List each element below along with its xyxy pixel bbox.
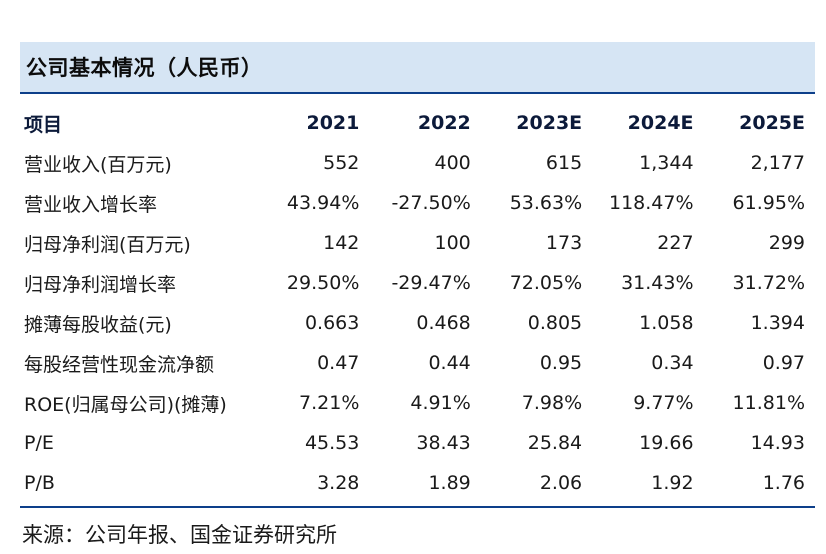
header-item: 项目 <box>24 113 63 136</box>
table-cell: 1.92 <box>651 472 694 494</box>
table-cell: 227 <box>657 232 694 254</box>
table-row: P/E 45.53 38.43 25.84 19.66 14.93 <box>20 423 815 463</box>
table-cell: 1.058 <box>639 312 694 334</box>
table-cell: 142 <box>323 232 360 254</box>
row-label: 归母净利润增长率 <box>24 273 177 296</box>
table-cell: 31.72% <box>732 272 805 294</box>
top-rule <box>20 92 815 94</box>
table-cell: -29.47% <box>391 272 471 294</box>
table-row: P/B 3.28 1.89 2.06 1.92 1.76 <box>20 463 815 503</box>
table-cell: 7.98% <box>521 392 583 414</box>
table-cell: 72.05% <box>509 272 583 294</box>
table-cell: 118.47% <box>609 192 694 214</box>
row-label: 每股经营性现金流净额 <box>24 353 215 376</box>
table-cell: 43.94% <box>286 192 360 214</box>
table-cell: 1.89 <box>428 472 471 494</box>
table-row: 归母净利润增长率 29.50% -29.47% 72.05% 31.43% 31… <box>20 263 815 303</box>
table-cell: 38.43 <box>416 432 471 454</box>
table-cell: 0.663 <box>304 312 360 334</box>
table-cell: 14.93 <box>750 432 805 454</box>
title-bar: 公司基本情况（人民币） <box>20 42 815 92</box>
table-cell: 0.97 <box>762 352 805 374</box>
table-cell: 45.53 <box>304 432 360 454</box>
table-cell: 19.66 <box>639 432 694 454</box>
table-cell: 31.43% <box>621 272 694 294</box>
table-cell: 1,344 <box>639 152 694 174</box>
table-cell: 11.81% <box>732 392 805 414</box>
table-cell: -27.50% <box>391 192 471 214</box>
financial-table: 项目 2021 2022 2023E 2024E 2025E 营业收入(百万元)… <box>20 103 815 503</box>
header-year-2021: 2021 <box>306 112 360 134</box>
header-year-2024e: 2024E <box>627 112 694 134</box>
table-cell: 1.394 <box>750 312 805 334</box>
table-cell: 173 <box>545 232 583 254</box>
table-cell: 615 <box>545 152 583 174</box>
table-row: 每股经营性现金流净额 0.47 0.44 0.95 0.34 0.97 <box>20 343 815 383</box>
table-cell: 2,177 <box>750 152 805 174</box>
table-cell: 2.06 <box>539 472 583 494</box>
table-cell: 29.50% <box>286 272 360 294</box>
row-label: ROE(归属母公司)(摊薄) <box>24 393 227 416</box>
table-cell: 25.84 <box>527 432 583 454</box>
table-row: 归母净利润(百万元) 142 100 173 227 299 <box>20 223 815 263</box>
row-label: P/E <box>24 432 54 454</box>
table-row: 摊薄每股收益(元) 0.663 0.468 0.805 1.058 1.394 <box>20 303 815 343</box>
table-row: 营业收入(百万元) 552 400 615 1,344 2,177 <box>20 143 815 183</box>
table-cell: 299 <box>768 232 805 254</box>
table-cell: 9.77% <box>633 392 694 414</box>
table-cell: 1.76 <box>762 472 805 494</box>
row-label: 归母净利润(百万元) <box>24 233 191 256</box>
table-cell: 400 <box>434 152 471 174</box>
row-label: 摊薄每股收益(元) <box>24 313 172 336</box>
table-cell: 0.34 <box>651 352 694 374</box>
table-cell: 0.468 <box>416 312 471 334</box>
header-year-2022: 2022 <box>417 112 471 134</box>
table-row: ROE(归属母公司)(摊薄) 7.21% 4.91% 7.98% 9.77% 1… <box>20 383 815 423</box>
table-cell: 0.44 <box>428 352 471 374</box>
source-note: 来源：公司年报、国金证券研究所 <box>22 523 337 547</box>
header-row: 项目 2021 2022 2023E 2024E 2025E <box>20 103 815 143</box>
row-label: 营业收入增长率 <box>24 193 158 216</box>
table-cell: 100 <box>434 232 471 254</box>
table-cell: 3.28 <box>317 472 360 494</box>
table-cell: 4.91% <box>410 392 471 414</box>
table-row: 营业收入增长率 43.94% -27.50% 53.63% 118.47% 61… <box>20 183 815 223</box>
row-label: 营业收入(百万元) <box>24 153 172 176</box>
table-cell: 0.95 <box>539 352 583 374</box>
table-cell: 61.95% <box>732 192 805 214</box>
table-title: 公司基本情况（人民币） <box>26 56 263 80</box>
table-cell: 7.21% <box>299 392 360 414</box>
bottom-rule <box>20 506 815 508</box>
row-label: P/B <box>24 472 55 494</box>
table-cell: 53.63% <box>509 192 583 214</box>
table-cell: 552 <box>323 152 360 174</box>
header-year-2025e: 2025E <box>739 112 805 134</box>
table-cell: 0.47 <box>317 352 360 374</box>
header-year-2023e: 2023E <box>516 112 583 134</box>
table-cell: 0.805 <box>527 312 583 334</box>
